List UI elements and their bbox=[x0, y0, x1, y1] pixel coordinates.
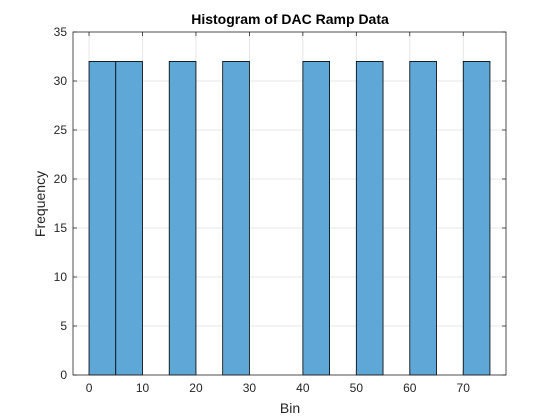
x-tick-label: 0 bbox=[86, 381, 93, 395]
histogram-bar bbox=[462, 61, 491, 376]
x-tick-label: 70 bbox=[457, 381, 471, 395]
y-tick-label: 20 bbox=[54, 172, 68, 186]
x-tick-label: 60 bbox=[403, 381, 417, 395]
y-tick-label: 5 bbox=[60, 319, 67, 333]
x-tick-label: 30 bbox=[243, 381, 257, 395]
histogram-bar bbox=[168, 61, 197, 376]
y-tick-label: 25 bbox=[54, 123, 68, 137]
axes-box bbox=[72, 31, 507, 376]
y-tick-label: 10 bbox=[54, 270, 68, 284]
histogram-bar bbox=[409, 61, 437, 376]
histogram-bar bbox=[222, 61, 250, 376]
histogram-bar bbox=[88, 61, 117, 376]
x-ticks: 0 10 20 30 40 50 60 70 bbox=[86, 32, 471, 395]
chart-title: Histogram of DAC Ramp Data bbox=[191, 11, 389, 27]
y-tick-label: 15 bbox=[54, 221, 68, 235]
y-tick-label: 30 bbox=[54, 74, 68, 88]
x-axis-label: Bin bbox=[280, 400, 300, 416]
x-tick-label: 40 bbox=[296, 381, 310, 395]
histogram-bar bbox=[115, 61, 143, 376]
y-tick-label: 0 bbox=[60, 368, 67, 382]
y-tick-label: 35 bbox=[54, 25, 68, 39]
histogram-bar bbox=[302, 61, 330, 376]
x-tick-label: 10 bbox=[136, 381, 150, 395]
y-axis-label: Frequency bbox=[32, 171, 48, 237]
histogram-bar bbox=[355, 61, 384, 376]
y-ticks: 0 5 10 15 20 25 30 35 bbox=[54, 25, 506, 382]
x-tick-label: 50 bbox=[350, 381, 364, 395]
histogram-bars bbox=[88, 61, 491, 376]
x-tick-label: 20 bbox=[189, 381, 203, 395]
